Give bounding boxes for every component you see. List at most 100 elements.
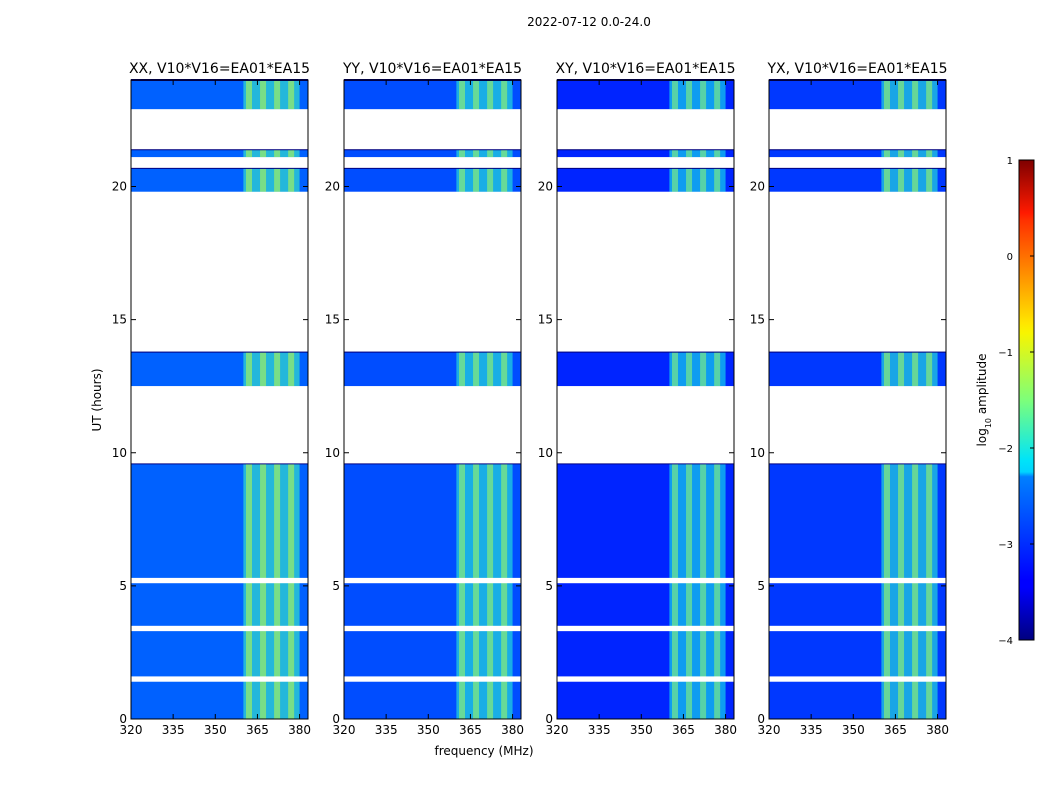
rfi-channel (898, 167, 905, 192)
flagged-span (557, 191, 734, 352)
rfi-channel (501, 149, 508, 158)
y-tick-label: 15 (750, 313, 765, 327)
y-tick-label: 5 (119, 579, 127, 593)
rfi-channel (912, 80, 919, 110)
axes-frame (130, 79, 309, 720)
flagged-span (131, 577, 308, 584)
panel-4: YX, V10*V16=EA01*EA15 320 335 350 365 380 0 5 10… (750, 61, 949, 737)
rfi-channel (884, 167, 890, 192)
rfi-channel (700, 351, 707, 387)
flagged-span (344, 676, 521, 682)
flagged-span (557, 386, 734, 464)
rfi-channel (274, 149, 281, 158)
flagged-span (769, 676, 946, 682)
x-tick-label: 335 (800, 723, 823, 737)
rfi-channel (487, 149, 494, 158)
x-tick-label: 365 (246, 723, 269, 737)
rfi-channel (912, 167, 919, 192)
flagged-span (131, 109, 308, 150)
panel-title: XX, V10*V16=EA01*EA15 (129, 61, 310, 77)
rfi-channel (912, 463, 919, 719)
x-tick-label: 380 (288, 723, 311, 737)
flagged-span (344, 577, 521, 584)
rfi-channel (260, 149, 267, 158)
rfi-channel (672, 80, 678, 110)
rfi-channel (912, 149, 919, 158)
colorbar-tick-label: −4 (998, 636, 1013, 647)
y-tick-label: 10 (538, 446, 553, 460)
rfi-channel (714, 463, 721, 719)
x-tick-label: 320 (120, 723, 143, 737)
rfi-channel (700, 167, 707, 192)
rfi-channel (274, 351, 281, 387)
y-tick-label: 20 (750, 180, 765, 194)
rfi-channel (246, 80, 252, 110)
rfi-channel (288, 463, 295, 719)
bright-band (456, 149, 513, 158)
rfi-channel (926, 80, 933, 110)
rfi-channel (714, 351, 721, 387)
rfi-channel (686, 463, 693, 719)
data-span (769, 149, 946, 158)
y-tick-label: 5 (332, 579, 340, 593)
rfi-channel (926, 167, 933, 192)
colorbar-tick-label: −2 (998, 444, 1013, 455)
bright-band (669, 167, 726, 192)
bright-band (456, 167, 513, 192)
rfi-channel (274, 463, 281, 719)
rfi-channel (260, 80, 267, 110)
axes-frame (556, 79, 735, 720)
rfi-channel (501, 80, 508, 110)
rfi-channel (459, 463, 465, 719)
flagged-span (769, 109, 946, 150)
panel-1: XX, V10*V16=EA01*EA15 320 335 350 365 380 0 5 10… (112, 61, 311, 737)
y-axis-label: UT (hours) (90, 368, 104, 431)
x-tick-label: 320 (758, 723, 781, 737)
x-tick-label: 380 (926, 723, 949, 737)
colorbar-tick-label: −3 (998, 540, 1013, 551)
rfi-channel (672, 149, 678, 158)
rfi-channel (501, 351, 508, 387)
colorbar-ticks: 1 0 −1 −2 −3 −4 (998, 156, 1034, 647)
flagged-span (769, 625, 946, 632)
flagged-span (344, 157, 521, 168)
y-tick-label: 0 (757, 712, 765, 726)
y-tick-label: 20 (325, 180, 340, 194)
x-tick-label: 365 (672, 723, 695, 737)
rfi-channel (898, 80, 905, 110)
y-tick-label: 5 (757, 579, 765, 593)
rfi-channel (884, 80, 890, 110)
y-tick-label: 0 (119, 712, 127, 726)
data-span (131, 149, 308, 158)
flagged-span (344, 625, 521, 632)
rfi-channel (898, 351, 905, 387)
y-tick-label: 15 (538, 313, 553, 327)
panels-group: XX, V10*V16=EA01*EA15 320 335 350 365 380 0 5 10… (112, 61, 949, 737)
x-tick-label: 350 (842, 723, 865, 737)
axes-frame (343, 79, 522, 720)
rfi-channel (459, 351, 465, 387)
rfi-channel (926, 463, 933, 719)
figure-title: 2022-07-12 0.0-24.0 (527, 15, 651, 29)
rfi-channel (714, 167, 721, 192)
rfi-channel (246, 463, 252, 719)
x-tick-label: 320 (546, 723, 569, 737)
x-tick-label: 335 (588, 723, 611, 737)
rfi-channel (884, 351, 890, 387)
rfi-channel (274, 167, 281, 192)
bright-band (881, 167, 938, 192)
x-tick-label: 365 (459, 723, 482, 737)
x-tick-label: 335 (375, 723, 398, 737)
flagged-span (769, 191, 946, 352)
x-tick-label: 320 (333, 723, 356, 737)
rfi-channel (501, 167, 508, 192)
colorbar: 1 0 −1 −2 −3 −4 log10 amplitude (975, 156, 1035, 647)
y-tick-label: 5 (545, 579, 553, 593)
rfi-channel (459, 167, 465, 192)
rfi-channel (459, 149, 465, 158)
bright-band (669, 149, 726, 158)
flagged-span (557, 109, 734, 150)
rfi-channel (686, 167, 693, 192)
y-tick-label: 10 (750, 446, 765, 460)
